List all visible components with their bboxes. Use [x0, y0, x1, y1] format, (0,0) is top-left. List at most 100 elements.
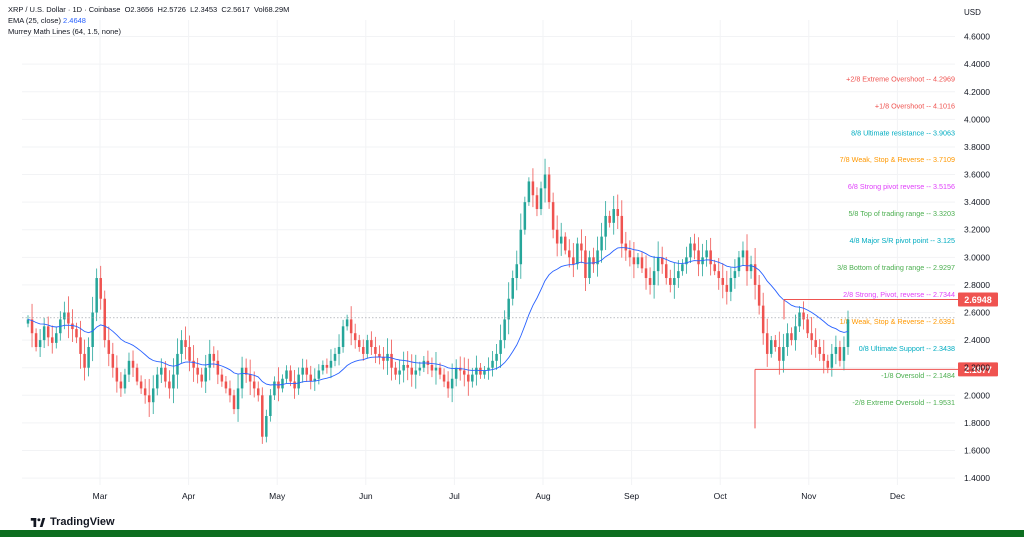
candle-body — [398, 370, 401, 375]
candle-body — [309, 374, 313, 382]
legend-row-murrey[interactable]: Murrey Math Lines (64, 1.5, none) — [8, 26, 289, 37]
candle-body — [644, 268, 648, 279]
candle-body — [782, 347, 785, 361]
candle-body — [604, 215, 607, 237]
candle-body — [127, 360, 131, 375]
legend-row-ema[interactable]: EMA (25, close) 2.4648 — [8, 15, 289, 26]
candle-body — [697, 250, 700, 265]
candle-body — [204, 367, 207, 382]
candle-body — [366, 340, 369, 354]
candles — [26, 158, 850, 444]
candle-body — [269, 395, 272, 417]
candle-body — [26, 319, 30, 324]
candle-body — [438, 367, 442, 375]
y-axis: 4.6000 4.4000 4.2000 4.0000 3.8000 3.6000 3.40… — [964, 32, 990, 484]
candle-body — [220, 374, 224, 382]
candle-body — [612, 209, 615, 223]
open-label: O — [124, 5, 131, 14]
candle-body — [846, 319, 850, 348]
y-tick-label: 4.0000 — [964, 114, 990, 124]
candle-body — [370, 340, 373, 348]
candle-body — [184, 340, 187, 348]
candle-body — [139, 381, 143, 389]
x-tick-label: Jul — [449, 491, 460, 501]
y-tick-label: 3.8000 — [964, 142, 990, 152]
candle-body — [131, 360, 135, 368]
candle-body — [830, 353, 834, 368]
candle-body — [757, 284, 761, 306]
candle-body — [802, 312, 805, 320]
x-tick-label: Sep — [624, 491, 639, 501]
candle-body — [147, 395, 151, 403]
murrey-line-label: 0/8 Ultimate Support -- 2.3438 — [859, 344, 955, 353]
candle-body — [729, 278, 733, 292]
tradingview-brand[interactable]: TradingView — [30, 516, 115, 528]
murrey-line-label: -2/8 Extreme Oversold -- 1.9531 — [852, 398, 955, 407]
candle-body — [414, 370, 418, 375]
candle-body — [341, 326, 345, 348]
candle-body — [38, 340, 42, 348]
candle-body — [539, 188, 543, 210]
candle-body — [673, 278, 676, 285]
candle-body — [115, 367, 119, 382]
candle-body — [685, 257, 688, 265]
candle-body — [749, 264, 753, 272]
candle-body — [648, 278, 652, 285]
candle-body — [769, 340, 773, 354]
candle-body — [216, 360, 220, 375]
symbol-label[interactable]: XRP / U.S. Dollar · 1D · Coinbase — [8, 5, 121, 14]
x-tick-label: Dec — [890, 491, 906, 501]
candle-body — [761, 305, 765, 334]
candle-body — [349, 319, 353, 334]
murrey-line-label: 2/8 Strong, Pivot, reverse -- 2.7344 — [843, 290, 955, 299]
candle-body — [652, 271, 656, 285]
low-value: 2.3453 — [194, 5, 218, 14]
x-tick-label: Mar — [93, 491, 108, 501]
candle-body — [677, 271, 680, 279]
candle-body — [656, 257, 660, 272]
x-tick-label: Aug — [535, 491, 550, 501]
candle-body — [430, 364, 434, 371]
ema-polyline — [27, 247, 849, 386]
x-tick-label: May — [269, 491, 286, 501]
candle-body — [568, 250, 571, 258]
candle-body — [527, 181, 531, 203]
price-marker-tag — [958, 362, 998, 377]
x-tick-label: Nov — [801, 491, 817, 501]
candle-body — [467, 374, 470, 382]
candle-body — [261, 395, 264, 437]
candle-body — [551, 202, 555, 230]
candle-body — [543, 174, 547, 189]
candle-body — [176, 353, 179, 375]
candle-body — [620, 215, 624, 244]
candle-body — [406, 364, 409, 368]
candle-body — [834, 347, 838, 354]
candle-body — [99, 278, 102, 299]
candle-body — [632, 257, 636, 265]
y-tick-label: 1.8000 — [964, 418, 990, 428]
brand-name: TradingView — [50, 516, 115, 528]
murrey-lines: +2/8 Extreme Overshoot -- 4.2969 +1/8 Ove… — [837, 74, 955, 406]
candle-body — [463, 370, 466, 375]
candle-body — [410, 367, 413, 375]
candle-body — [559, 236, 563, 244]
candle-body — [107, 340, 111, 354]
candle-body — [838, 347, 842, 361]
murrey-line-label: 3/8 Bottom of trading range -- 2.9297 — [837, 263, 955, 272]
candle-body — [495, 353, 498, 361]
candle-body — [842, 347, 846, 361]
candle-body — [345, 319, 349, 327]
candle-body — [305, 367, 308, 375]
murrey-line-label: 1/8 Weak, Stop & Reverse -- 2.6391 — [840, 317, 955, 326]
candle-body — [79, 337, 82, 354]
candle-body — [778, 347, 781, 361]
candle-body — [709, 250, 712, 265]
candle-body — [50, 337, 54, 343]
x-tick-label: Jun — [359, 491, 373, 501]
low-label: L — [190, 5, 195, 14]
candle-body — [608, 215, 611, 223]
candle-body — [248, 374, 252, 382]
candle-body — [713, 264, 716, 272]
